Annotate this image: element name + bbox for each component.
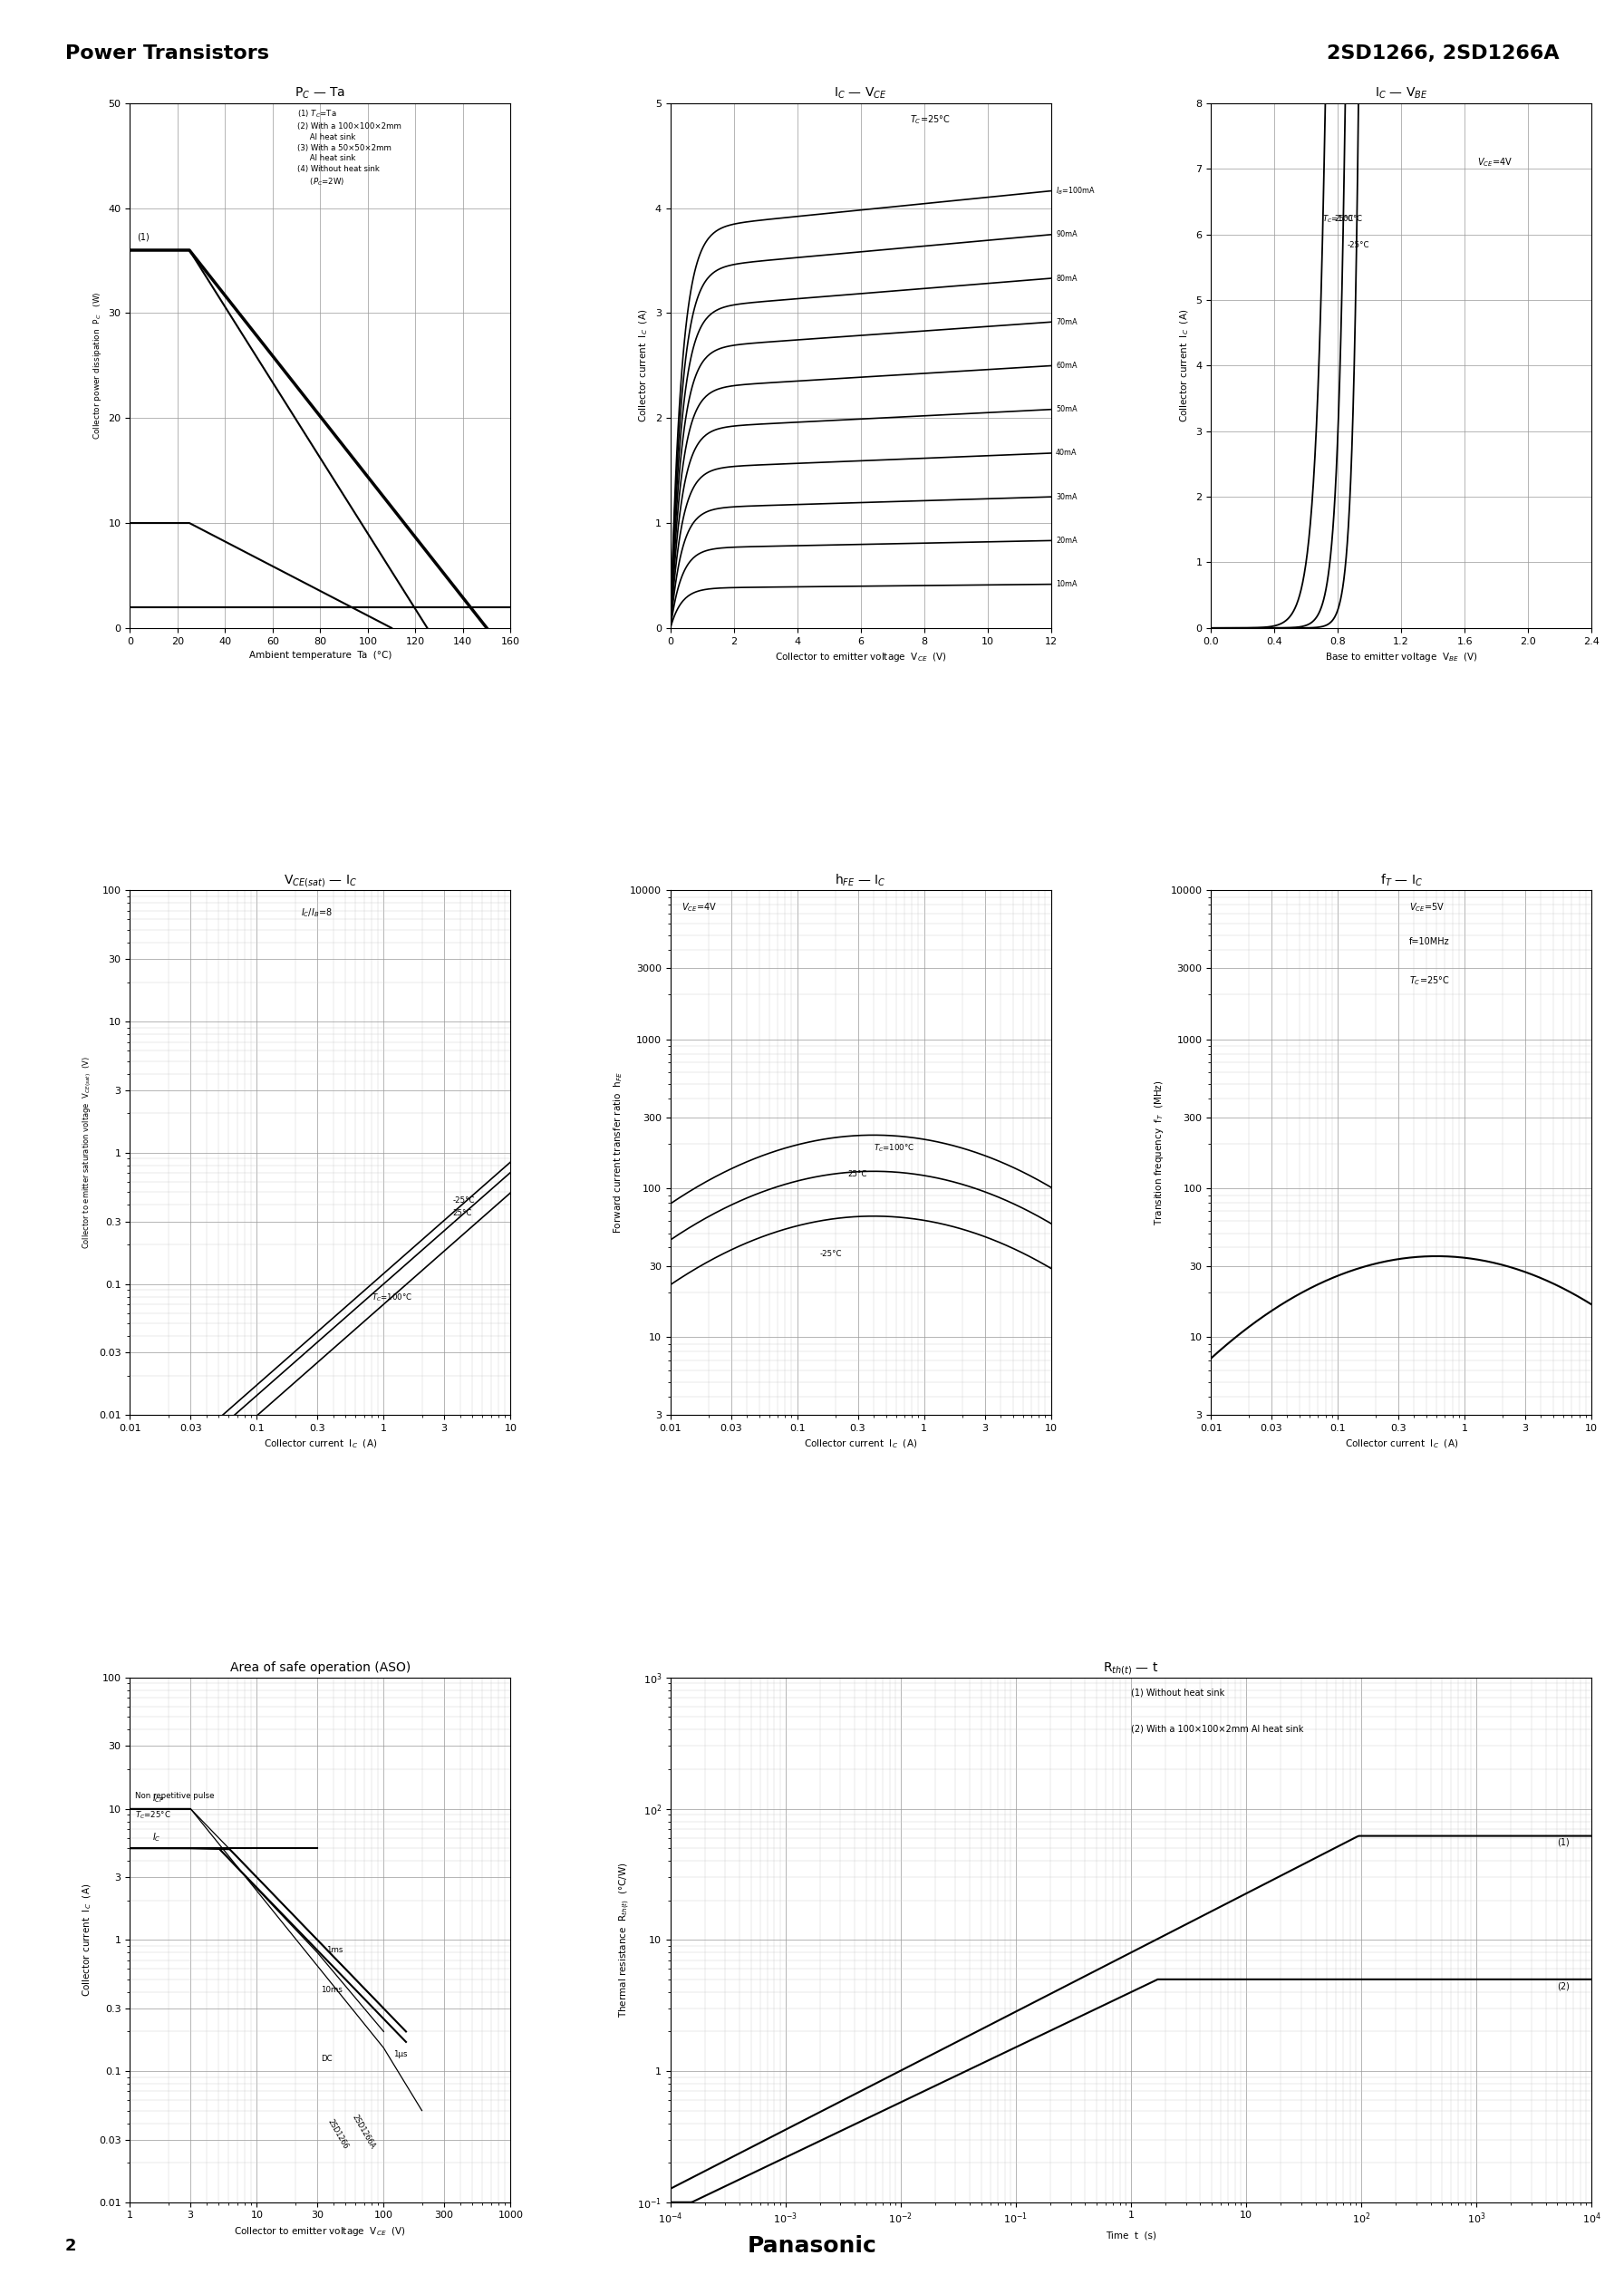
X-axis label: Collector current  I$_C$  (A): Collector current I$_C$ (A): [1345, 1438, 1458, 1450]
Text: $V_{CE}$=4V: $V_{CE}$=4V: [682, 902, 718, 913]
Text: 10ms: 10ms: [322, 1987, 343, 1993]
Text: 10mA: 10mA: [1056, 580, 1077, 587]
Title: V$_{CE(sat)}$ — I$_C$: V$_{CE(sat)}$ — I$_C$: [284, 874, 357, 890]
Text: $V_{CE}$=4V: $V_{CE}$=4V: [1478, 156, 1512, 167]
Text: 20mA: 20mA: [1056, 537, 1077, 544]
Text: 30mA: 30mA: [1056, 493, 1077, 500]
Text: Non repetitive pulse: Non repetitive pulse: [135, 1792, 214, 1801]
Text: 2: 2: [65, 2237, 76, 2255]
Text: 40mA: 40mA: [1056, 450, 1077, 457]
Y-axis label: Collector current  I$_C$  (A): Collector current I$_C$ (A): [638, 310, 650, 422]
X-axis label: Ambient temperature  Ta  (°C): Ambient temperature Ta (°C): [248, 651, 391, 661]
Text: -25°C: -25°C: [453, 1195, 474, 1204]
Text: 25°C: 25°C: [453, 1209, 473, 1218]
Text: $V_{CE}$=5V: $V_{CE}$=5V: [1410, 902, 1444, 913]
Text: 25°C: 25°C: [848, 1170, 867, 1179]
Title: Area of safe operation (ASO): Area of safe operation (ASO): [231, 1661, 411, 1675]
Title: P$_C$ — Ta: P$_C$ — Ta: [296, 87, 346, 101]
Text: (1) Without heat sink: (1) Without heat sink: [1130, 1688, 1224, 1698]
Text: 60mA: 60mA: [1056, 362, 1077, 369]
Title: h$_{FE}$ — I$_C$: h$_{FE}$ — I$_C$: [835, 872, 887, 888]
Text: 2SD1266, 2SD1266A: 2SD1266, 2SD1266A: [1327, 46, 1559, 62]
Text: -25°C: -25°C: [820, 1250, 841, 1257]
Text: 2SD1266A: 2SD1266A: [351, 2113, 377, 2149]
Text: $I_C$: $I_C$: [153, 1831, 161, 1842]
Text: 80mA: 80mA: [1056, 275, 1077, 282]
Text: 1ms: 1ms: [326, 1945, 343, 1954]
X-axis label: Time  t  (s): Time t (s): [1106, 2232, 1156, 2241]
Text: (2): (2): [1557, 1982, 1569, 1991]
Text: $I_C/I_B$=8: $I_C/I_B$=8: [300, 906, 333, 918]
X-axis label: Collector current  I$_C$  (A): Collector current I$_C$ (A): [263, 1438, 377, 1450]
Text: $T_C$=100°C: $T_C$=100°C: [372, 1292, 412, 1303]
Y-axis label: Forward current transfer ratio  h$_{FE}$: Forward current transfer ratio h$_{FE}$: [612, 1071, 625, 1234]
Text: $T_C$=100°C: $T_C$=100°C: [874, 1142, 914, 1154]
Title: I$_C$ — V$_{CE}$: I$_C$ — V$_{CE}$: [835, 87, 887, 101]
Y-axis label: Collector power dissipation  P$_C$   (W): Collector power dissipation P$_C$ (W): [91, 291, 104, 440]
Text: 1μs: 1μs: [393, 2051, 408, 2058]
Text: Power Transistors: Power Transistors: [65, 46, 270, 62]
Text: 25°C: 25°C: [1335, 216, 1354, 223]
Y-axis label: Transition frequency  f$_T$  (MHz): Transition frequency f$_T$ (MHz): [1153, 1080, 1166, 1225]
X-axis label: Collector to emitter voltage  V$_{CE}$  (V): Collector to emitter voltage V$_{CE}$ (V…: [234, 2225, 406, 2239]
Text: $T_C$=100°C: $T_C$=100°C: [1322, 213, 1363, 225]
Title: R$_{th(t)}$ — t: R$_{th(t)}$ — t: [1103, 1661, 1160, 1677]
Text: DC: DC: [322, 2055, 333, 2062]
Text: (1): (1): [1557, 1837, 1569, 1847]
Text: 70mA: 70mA: [1056, 319, 1077, 326]
X-axis label: Base to emitter voltage  V$_{BE}$  (V): Base to emitter voltage V$_{BE}$ (V): [1325, 651, 1478, 663]
Text: f=10MHz: f=10MHz: [1410, 938, 1449, 947]
Title: f$_T$ — I$_C$: f$_T$ — I$_C$: [1380, 872, 1423, 888]
Text: (2) With a 100×100×2mm Al heat sink: (2) With a 100×100×2mm Al heat sink: [1130, 1725, 1304, 1734]
Y-axis label: Thermal resistance  R$_{th(t)}$  (°C/W): Thermal resistance R$_{th(t)}$ (°C/W): [619, 1863, 632, 2019]
Title: I$_C$ — V$_{BE}$: I$_C$ — V$_{BE}$: [1374, 87, 1427, 101]
X-axis label: Collector current  I$_C$  (A): Collector current I$_C$ (A): [804, 1438, 918, 1450]
Y-axis label: Collector to emitter saturation voltage  V$_{CE(sat)}$  (V): Collector to emitter saturation voltage …: [81, 1055, 94, 1250]
Text: $I_{CP}$: $I_{CP}$: [153, 1792, 164, 1803]
Text: -25°C: -25°C: [1348, 241, 1369, 250]
X-axis label: Collector to emitter voltage  V$_{CE}$  (V): Collector to emitter voltage V$_{CE}$ (V…: [775, 651, 947, 663]
Text: 2SD1266: 2SD1266: [326, 2117, 349, 2149]
Y-axis label: Collector current  I$_C$  (A): Collector current I$_C$ (A): [81, 1883, 94, 1996]
Y-axis label: Collector current  I$_C$  (A): Collector current I$_C$ (A): [1179, 310, 1190, 422]
Text: Panasonic: Panasonic: [747, 2234, 877, 2257]
Text: $I_B$=100mA: $I_B$=100mA: [1056, 186, 1095, 197]
Text: 50mA: 50mA: [1056, 406, 1077, 413]
Text: $T_C$=25°C: $T_C$=25°C: [1410, 975, 1449, 986]
Text: (1): (1): [136, 232, 149, 241]
Text: 90mA: 90mA: [1056, 229, 1077, 239]
Text: $T_C$=25°C: $T_C$=25°C: [135, 1810, 171, 1821]
Text: $T_C$=25°C: $T_C$=25°C: [909, 115, 950, 126]
Text: (1) $T_C$=Ta
(2) With a 100×100×2mm
     Al heat sink
(3) With a 50×50×2mm
     : (1) $T_C$=Ta (2) With a 100×100×2mm Al h…: [297, 108, 401, 188]
